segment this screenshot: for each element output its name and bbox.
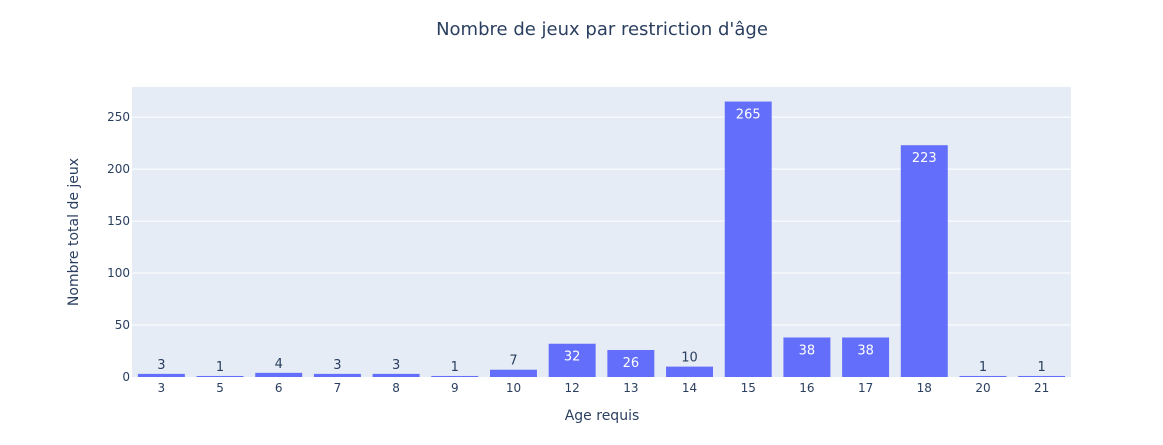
bar [900,145,948,377]
bar-value-label: 1 [451,360,459,375]
x-tick-label: 21 [1034,381,1049,395]
x-tick-label: 8 [392,381,400,395]
bar-value-label: 38 [799,344,816,359]
bar-value-label: 38 [857,344,874,359]
bar [607,349,655,377]
x-tick-label: 12 [565,381,580,395]
bar [783,337,831,377]
x-tick-label: 20 [975,381,990,395]
x-tick-label: 14 [682,381,697,395]
bar-value-label: 1 [1038,360,1046,375]
bar-value-label: 3 [392,358,400,373]
x-tick-label: 18 [917,381,932,395]
chart-title: Nombre de jeux par restriction d'âge [436,19,768,40]
x-tick-label: 3 [158,381,166,395]
y-tick-label: 200 [107,162,130,176]
x-tick-label: 9 [451,381,459,395]
bar [489,369,537,377]
y-tick-label: 0 [122,370,130,384]
x-tick-label: 7 [334,381,342,395]
y-tick-label: 50 [115,318,130,332]
x-tick-label: 16 [799,381,814,395]
bar-value-label: 4 [275,357,283,372]
bar-value-label: 1 [216,360,224,375]
bar [724,101,772,377]
x-tick-label: 5 [216,381,224,395]
bar [548,343,596,377]
bar [842,337,890,377]
bar-value-label: 1 [979,360,987,375]
bar-value-label: 7 [509,354,517,369]
bar-value-label: 10 [681,351,698,366]
x-tick-label: 13 [623,381,638,395]
bar-value-label: 3 [333,358,341,373]
bar [1018,375,1066,377]
bar-value-label: 3 [157,358,165,373]
x-tick-label: 17 [858,381,873,395]
x-tick-label: 15 [741,381,756,395]
bar [959,375,1007,377]
bar [372,373,420,377]
bar [313,373,361,377]
bar [196,375,244,377]
bar [137,373,185,377]
bar-value-label: 26 [623,356,640,371]
x-axis-label: Age requis [565,408,640,424]
bar [666,366,714,377]
y-tick-label: 100 [107,266,130,280]
bar [431,375,479,377]
bar-value-label: 32 [564,350,581,365]
x-tick-label: 10 [506,381,521,395]
y-axis-label: Nombre total de jeux [66,158,82,306]
y-tick-label: 250 [107,110,130,124]
x-tick-label: 6 [275,381,283,395]
bar [255,372,303,377]
x-axis-ticks: 3 5 6 7 8 9 10 12 13 14 15 16 17 18 20 21 [158,381,1050,395]
bar-value-label: 265 [736,108,761,123]
bars: 3 1 4 3 3 1 7 32 26 10 265 38 38 223 1 1 [137,101,1066,377]
y-tick-label: 150 [107,214,130,228]
bar-value-label: 223 [912,151,937,166]
y-axis-ticks: 0 50 100 150 200 250 [107,110,130,384]
